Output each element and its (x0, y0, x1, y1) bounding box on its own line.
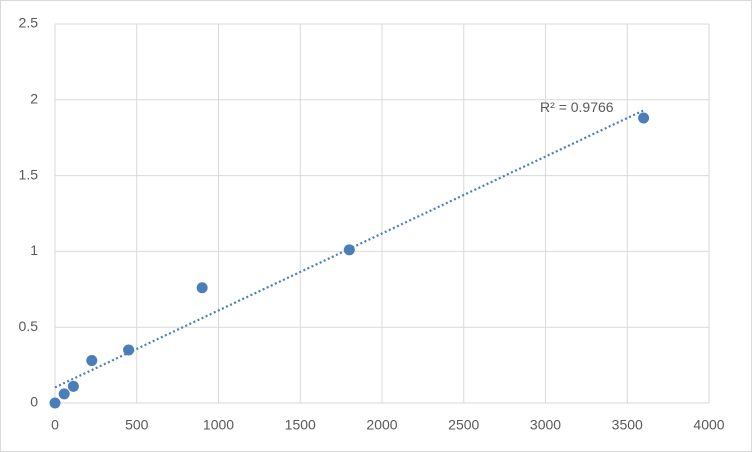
x-tick-label: 4000 (693, 417, 724, 433)
trendline-label: R² = 0.9766 (540, 99, 614, 115)
x-tick-label: 500 (125, 417, 149, 433)
data-point (58, 388, 70, 400)
y-tick-label: 1.5 (19, 166, 39, 182)
data-point (343, 244, 355, 256)
x-tick-label: 2000 (366, 417, 397, 433)
data-point (67, 380, 79, 392)
data-point (86, 355, 98, 367)
y-tick-label: 0 (30, 394, 38, 410)
data-point (638, 112, 650, 124)
data-point (123, 344, 135, 356)
data-point (196, 282, 208, 294)
y-tick-label: 0.5 (19, 318, 39, 334)
y-tick-label: 2.5 (19, 15, 39, 31)
x-tick-label: 1000 (203, 417, 234, 433)
y-tick-label: 1 (30, 242, 38, 258)
x-tick-label: 3000 (530, 417, 561, 433)
x-tick-label: 3500 (612, 417, 643, 433)
data-point (49, 397, 61, 409)
x-tick-label: 2500 (448, 417, 479, 433)
x-tick-label: 1500 (285, 417, 316, 433)
y-tick-label: 2 (30, 91, 38, 107)
x-tick-label: 0 (51, 417, 59, 433)
